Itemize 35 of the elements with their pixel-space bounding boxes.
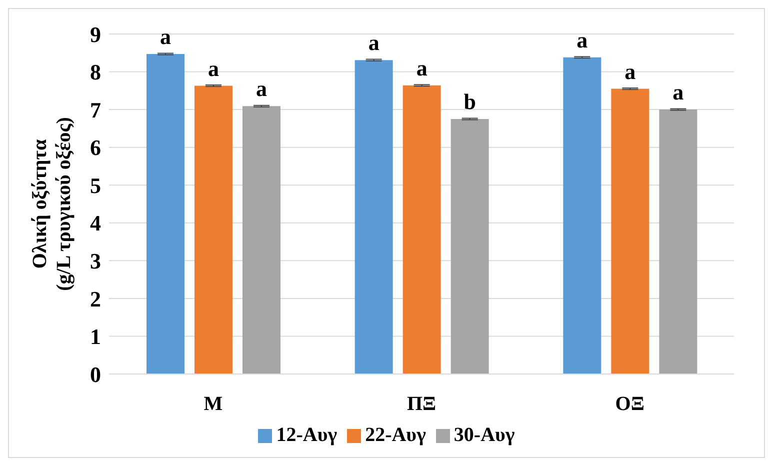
y-tick-label: 3 [90,248,101,274]
data-label: a [208,56,219,81]
y-tick-label: 4 [90,210,101,236]
data-label: a [368,30,380,56]
x-tick-label: ΠΞ [406,393,436,416]
bar [659,110,698,374]
data-label: a [416,55,428,80]
data-label: a [160,24,171,50]
data-label: a [624,58,636,84]
x-tick-label: ΟΞ [615,393,644,416]
legend-label: 22-Αυγ [365,424,426,446]
data-label: a [576,27,588,52]
y-tick-label: 5 [90,172,101,198]
y-tick-label: 8 [90,60,101,85]
y-tick-label: 1 [90,324,101,350]
bar [563,57,602,374]
bar [146,54,184,374]
x-tick-label: M [204,393,223,416]
y-axis-title: Ολική οξύτητα (g/L τρυγικού οξέος) [29,117,75,291]
bar [194,86,232,374]
data-label: b [464,89,476,114]
bar [450,119,489,374]
y-tick-label: 7 [90,97,101,122]
y-tick-label: 6 [90,135,101,160]
bar [354,60,393,374]
data-label: a [256,76,267,102]
data-label: a [672,80,684,105]
bar [611,88,650,374]
legend-label: 30-Αυγ [454,424,515,446]
legend-label: 12-Αυγ [276,424,338,446]
bar [402,85,441,374]
bar [242,106,280,374]
y-tick-label: 0 [90,362,101,387]
y-tick-label: 2 [90,286,101,312]
y-tick-label: 9 [90,22,101,47]
